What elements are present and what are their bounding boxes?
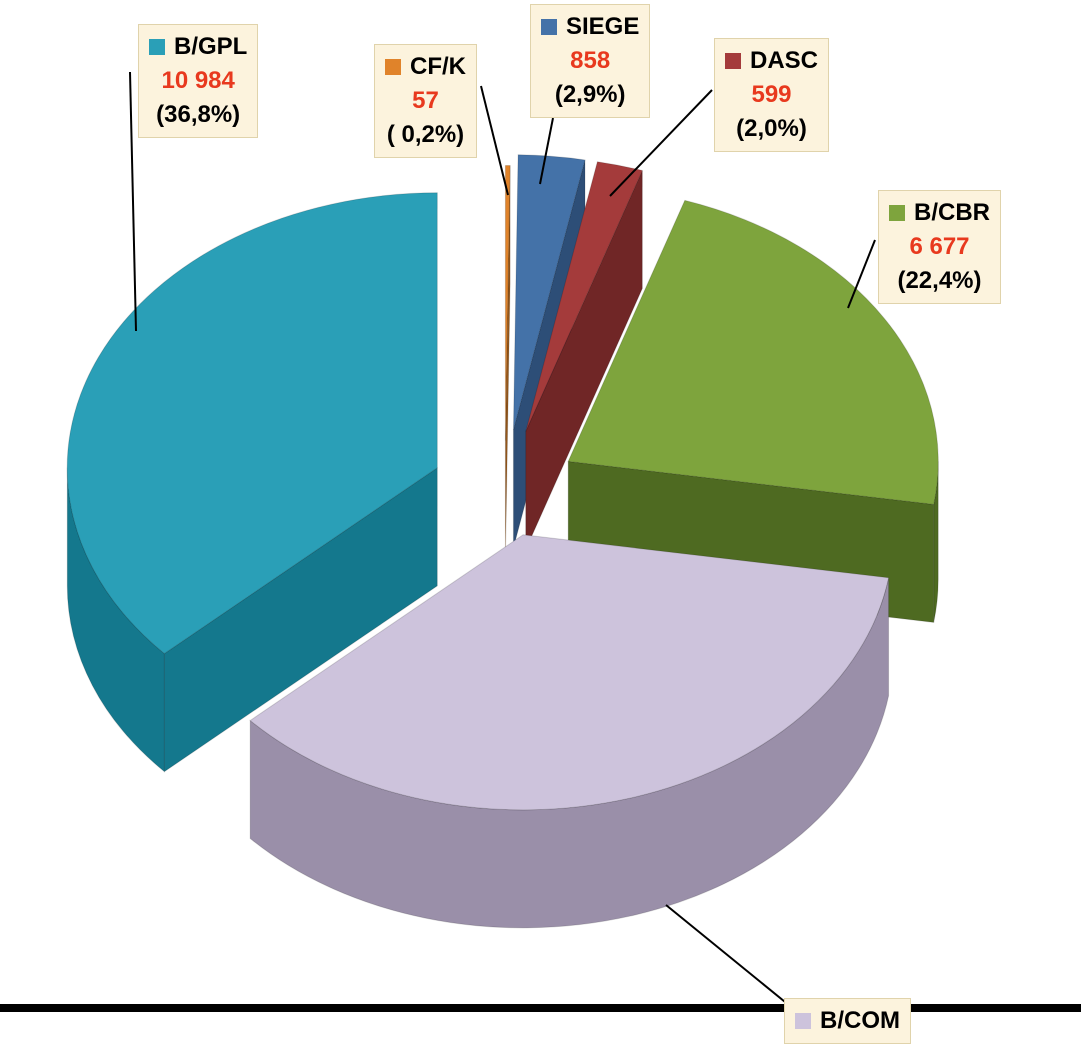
legend-swatch-siege [541,19,557,35]
slice-value-label: 57 [412,87,439,114]
callout-siege: SIEGE 858 (2,9%) [530,4,651,118]
slice-legend-row: B/GPL [149,30,247,64]
legend-swatch-bgpl [149,39,165,55]
slice-name-label: B/CBR [914,199,990,226]
pie-slice-bcbr[interactable] [567,199,939,505]
slice-legend-row: DASC [725,44,818,78]
slice-legend-row: B/COM [795,1004,900,1038]
slice-percent-label: (36,8%) [156,101,241,128]
chart-area: B/GPL 10 984 (36,8%) CF/K 57 ( 0,2%) SIE… [0,4,1081,1044]
pie-slice-dasc[interactable] [525,161,644,432]
slice-name-label: SIEGE [566,13,640,40]
slice-name-label: B/GPL [174,33,248,60]
chart-bottom-border [0,1004,1081,1012]
slice-name-label: CF/K [410,53,466,80]
slice-percent-label: (2,0%) [736,115,807,142]
callout-bgpl: B/GPL 10 984 (36,8%) [138,24,259,138]
pie-chart-svg [66,71,939,1007]
callout-bcom: B/COM [784,998,911,1044]
slice-percent-label: ( 0,2%) [386,121,465,148]
slice-percent-label: (2,9%) [554,81,626,108]
legend-swatch-cfk [385,59,401,75]
pie-slice-bgpl[interactable] [66,192,438,655]
leader-line-siege [539,117,554,185]
leader-line-dasc [609,89,713,197]
legend-swatch-bcom [795,1013,811,1029]
pie-slice-siege[interactable] [512,154,586,430]
callout-bcbr: B/CBR 6 677 (22,4%) [878,190,1001,304]
leader-line-bcom [665,904,791,1007]
pie-slice-cfk[interactable] [504,164,511,441]
slice-name-label: B/COM [820,1007,900,1034]
callout-dasc: DASC 599 (2,0%) [714,38,830,152]
slice-name-label: DASC [750,47,819,74]
leader-lines [129,71,876,1007]
slice-value-label: 10 984 [161,67,235,94]
slice-value-label: 858 [570,47,611,74]
legend-swatch-bcbr [889,205,905,221]
slice-legend-row: B/CBR [889,196,990,230]
slice-legend-row: CF/K [385,50,466,84]
legend-swatch-dasc [725,53,741,69]
pie-slice-bcom[interactable] [249,534,890,811]
callout-cfk: CF/K 57 ( 0,2%) [374,44,477,158]
slice-value-label: 599 [751,81,792,108]
leader-line-bgpl [129,71,137,332]
leader-line-bcbr [847,239,876,309]
slice-legend-row: SIEGE [541,10,639,44]
slice-percent-label: (22,4%) [897,267,982,294]
slice-value-label: 6 677 [909,233,970,260]
leader-line-cfk [480,85,509,196]
pie-3d [66,154,939,929]
